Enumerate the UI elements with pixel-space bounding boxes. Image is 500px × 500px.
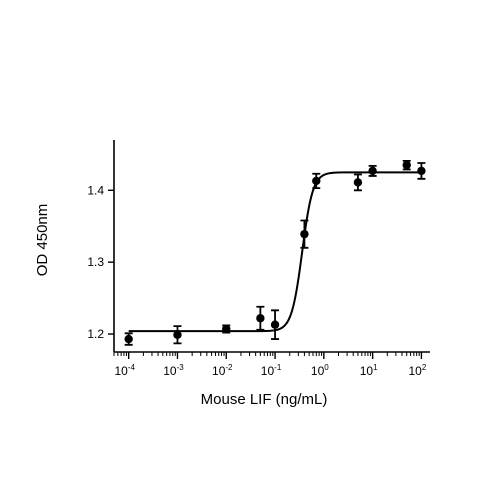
y-tick-label: 1.4	[87, 183, 104, 197]
y-tick-label: 1.2	[87, 327, 104, 341]
data-point	[173, 330, 182, 339]
x-tick-label: 100	[311, 363, 329, 378]
data-points-group	[124, 159, 426, 346]
data-point	[368, 166, 377, 176]
x-tick-label: 10-1	[261, 363, 282, 378]
data-point	[300, 229, 309, 239]
fit-curve	[128, 171, 422, 333]
data-point	[124, 334, 133, 344]
x-tick-label: 102	[409, 363, 427, 378]
data-point	[222, 324, 231, 334]
data-point	[270, 320, 280, 329]
x-tick-label: 101	[360, 363, 378, 378]
x-tick-label: 10-3	[163, 363, 184, 378]
y-axis-title: OD 450nm	[34, 204, 51, 277]
data-point	[417, 166, 426, 176]
x-axis-title: Mouse LIF (ng/mL)	[201, 391, 328, 408]
x-tick-label: 10-4	[114, 363, 135, 378]
fit-curve-group	[128, 171, 422, 333]
y-tick-label: 1.3	[87, 255, 104, 269]
data-point	[312, 176, 321, 186]
x-tick-label: 10-2	[212, 363, 233, 378]
data-point	[256, 314, 265, 323]
data-point	[353, 178, 363, 187]
data-point	[402, 160, 411, 170]
tick-group: 1.2 1.3 1.4 10-4 10-3 10-2 10-1 100 101 102	[87, 183, 427, 378]
